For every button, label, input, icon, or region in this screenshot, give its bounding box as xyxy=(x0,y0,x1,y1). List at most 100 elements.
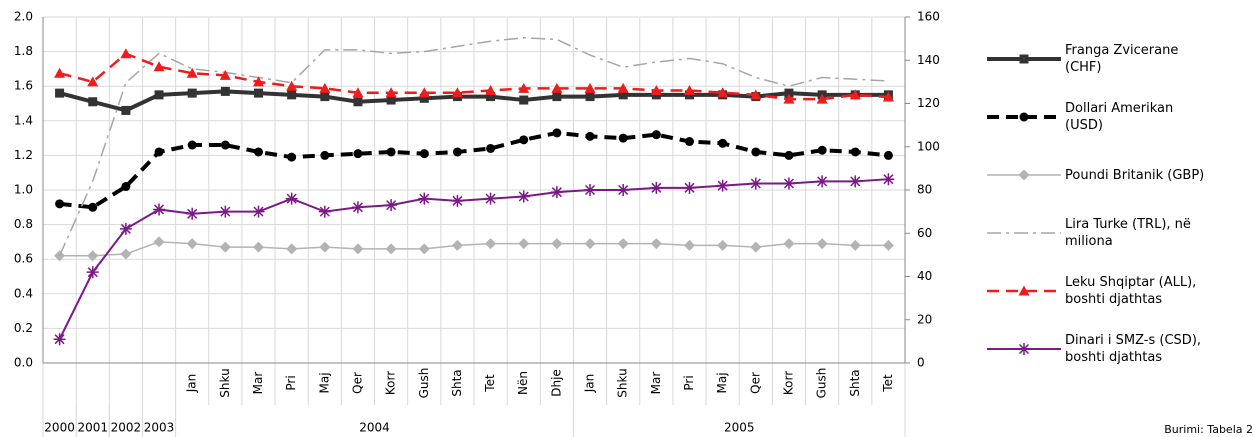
legend-label: Dollari Amerikan (USD) xyxy=(1065,101,1174,133)
y2-tick-label: 100 xyxy=(917,139,940,153)
legend-item: Dinari i SMZ-s (CSD), boshti djathtas xyxy=(985,320,1245,378)
marker xyxy=(717,239,729,251)
marker xyxy=(385,87,397,98)
y-tick-label: 1.2 xyxy=(14,148,33,162)
marker xyxy=(153,61,165,72)
x-tick-label: Shta xyxy=(848,369,862,396)
y-tick-label: 0.6 xyxy=(14,252,33,266)
legend-label: Poundi Britanik (GBP) xyxy=(1065,167,1205,183)
marker xyxy=(750,89,762,100)
y2-tick-label: 140 xyxy=(917,53,940,67)
x-tick-label: Jan xyxy=(583,374,597,394)
marker xyxy=(320,150,330,160)
y2-tick-label: 120 xyxy=(917,96,940,110)
y2-tick-label: 160 xyxy=(917,10,940,24)
x-tick-label: Mar xyxy=(251,372,265,395)
legend-label: Franga Zvicerane (CHF) xyxy=(1065,43,1179,75)
marker xyxy=(1018,169,1030,181)
marker xyxy=(584,82,596,93)
x-tick-label: Pri xyxy=(284,375,298,390)
y2-tick-label: 20 xyxy=(917,312,932,326)
y-tick-label: 0.0 xyxy=(14,356,33,370)
marker xyxy=(1019,54,1029,64)
marker xyxy=(385,243,397,255)
marker xyxy=(650,85,662,96)
marker xyxy=(220,86,230,96)
series-line xyxy=(59,130,889,210)
y-tick-label: 0.8 xyxy=(14,217,33,231)
marker xyxy=(749,177,762,190)
marker xyxy=(219,69,231,80)
marker xyxy=(816,175,829,188)
x-tick-label: Pri xyxy=(682,375,696,390)
marker xyxy=(254,147,263,157)
marker xyxy=(618,133,628,143)
x-tick-label: Nën xyxy=(516,371,530,395)
marker xyxy=(1018,343,1030,355)
marker xyxy=(683,181,696,194)
marker xyxy=(319,241,331,253)
marker xyxy=(816,93,828,104)
marker xyxy=(550,186,563,199)
marker xyxy=(617,82,629,93)
marker xyxy=(517,190,530,203)
x-tick-label: Tet xyxy=(881,374,895,393)
x-tick-label: Gush xyxy=(815,368,829,399)
legend-label: Dinari i SMZ-s (CSD), boshti djathtas xyxy=(1065,333,1202,365)
legend-swatch xyxy=(987,169,1061,181)
marker xyxy=(88,202,98,212)
x-tick-label: Maj xyxy=(317,372,331,393)
x-tick-label: Tet xyxy=(483,374,497,393)
marker xyxy=(1019,112,1029,122)
x-tick-label: Shta xyxy=(450,369,464,396)
marker xyxy=(849,175,862,188)
marker xyxy=(286,80,298,91)
x-tick-label: Jan xyxy=(185,374,199,394)
marker xyxy=(751,147,761,157)
marker xyxy=(351,201,364,214)
x-tick-label: Mar xyxy=(649,372,663,395)
marker xyxy=(86,266,99,279)
marker xyxy=(784,150,794,160)
marker xyxy=(253,241,264,253)
marker xyxy=(882,91,894,102)
marker xyxy=(551,82,563,93)
marker xyxy=(319,82,331,93)
y-tick-label: 1.4 xyxy=(14,113,33,127)
series-line xyxy=(59,52,889,101)
x-tick-label: Korr xyxy=(781,371,795,395)
y-tick-label: 1.6 xyxy=(14,79,33,93)
marker xyxy=(318,205,331,218)
marker xyxy=(120,248,132,260)
marker xyxy=(286,243,298,255)
marker xyxy=(353,149,363,159)
marker xyxy=(650,238,662,250)
y2-tick-label: 0 xyxy=(917,356,925,370)
marker xyxy=(119,222,132,235)
marker xyxy=(684,85,695,96)
marker xyxy=(121,182,131,192)
marker xyxy=(782,177,795,190)
marker xyxy=(418,87,430,98)
marker xyxy=(849,239,861,251)
legend-label: Leku Shqiptar (ALL), boshti djathtas xyxy=(1065,275,1197,307)
marker xyxy=(219,241,231,253)
marker xyxy=(352,243,364,255)
marker xyxy=(618,90,628,100)
group-label: 2005 xyxy=(724,421,755,435)
x-tick-label: Maj xyxy=(715,372,729,393)
marker xyxy=(451,87,463,98)
marker xyxy=(716,179,729,192)
legend-swatch xyxy=(987,285,1061,296)
series-line xyxy=(59,89,889,113)
marker xyxy=(883,150,893,160)
group-label: 2001 xyxy=(77,421,108,435)
x-tick-label: Korr xyxy=(384,371,398,395)
marker xyxy=(253,76,264,87)
legend-item: Lira Turke (TRL), në miliona xyxy=(985,204,1245,262)
marker xyxy=(187,88,197,98)
marker xyxy=(153,203,166,216)
marker xyxy=(386,147,396,157)
